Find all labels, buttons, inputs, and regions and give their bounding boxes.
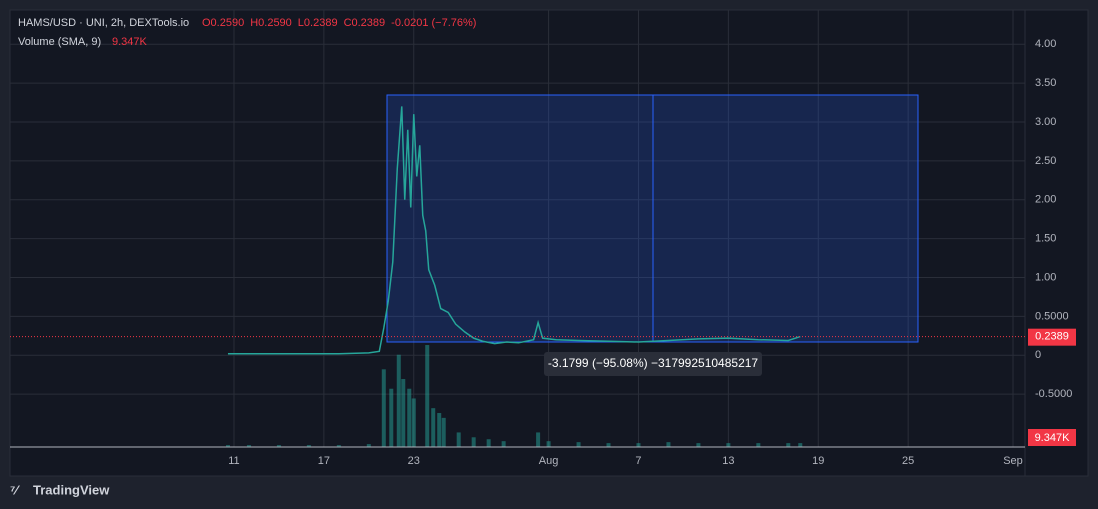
x-tick-label: 19 <box>812 455 824 467</box>
ohlc-value: -0.0201 (−7.76%) <box>391 17 476 29</box>
volume-bar <box>636 443 641 447</box>
y-tick-label: 1.00 <box>1035 271 1056 283</box>
volume-bar <box>381 369 386 447</box>
volume-bar <box>726 443 731 447</box>
volume-bar <box>501 441 506 447</box>
volume-bar <box>366 444 371 447</box>
y-tick-label: 0 <box>1035 349 1041 361</box>
volume-bar <box>666 442 671 447</box>
ohlc-value: C0.2389 <box>344 17 386 29</box>
ohlc-value: O0.2590 <box>202 17 244 29</box>
volume-bar <box>431 408 436 447</box>
volume-bar <box>437 413 442 447</box>
volume-bar <box>389 388 394 447</box>
x-tick-label: 13 <box>722 455 734 467</box>
last-price-badge <box>1028 328 1076 346</box>
brand: TradingView <box>33 482 110 497</box>
x-tick-label: 23 <box>408 455 420 467</box>
volume-bar <box>336 445 341 447</box>
volume-bar <box>396 354 401 447</box>
x-tick-label: 11 <box>228 455 239 467</box>
volume-value: 9.347K <box>112 36 148 48</box>
y-tick-label: 0.5000 <box>1035 310 1069 322</box>
volume-bar <box>756 443 761 447</box>
volume-bar <box>225 445 230 447</box>
y-tick-label: -0.5000 <box>1035 388 1072 400</box>
volume-title: Volume (SMA, 9) <box>18 36 101 48</box>
y-tick-label: 1.50 <box>1035 233 1056 245</box>
volume-bar <box>798 443 803 447</box>
volume-bar <box>576 442 581 447</box>
y-tick-label: 3.00 <box>1035 116 1056 128</box>
volume-bar <box>456 432 461 447</box>
volume-bar <box>696 443 701 447</box>
volume-badge <box>1028 429 1076 446</box>
measure-label: -3.1799 (−95.08%) −317992510485217 <box>548 356 759 370</box>
volume-bar <box>306 445 311 447</box>
volume-bar <box>246 445 251 447</box>
y-tick-label: 2.00 <box>1035 194 1056 206</box>
x-tick-label: 25 <box>902 455 914 467</box>
volume-bar <box>536 432 541 447</box>
y-tick-label: 3.50 <box>1035 77 1056 89</box>
x-tick-label: Aug <box>539 455 559 467</box>
volume-bar <box>486 439 491 447</box>
x-tick-label: 7 <box>635 455 641 467</box>
volume-bar <box>411 398 416 447</box>
brand-logo: ⁷⁄ <box>10 482 20 497</box>
symbol: HAMS/USD · UNI, 2h, DEXTools.io <box>18 17 189 29</box>
volume-bar <box>425 345 430 447</box>
volume-bar <box>441 417 446 447</box>
y-tick-label: 4.00 <box>1035 38 1056 50</box>
x-tick-label: 17 <box>318 455 330 467</box>
volume-bar <box>471 437 476 447</box>
volume-badge-label: 9.347K <box>1035 432 1071 444</box>
volume-bar <box>606 443 611 447</box>
x-tick-label: Sep <box>1003 455 1023 467</box>
y-tick-label: 2.50 <box>1035 155 1056 167</box>
ohlc-value: H0.2590 <box>250 17 292 29</box>
volume-bar <box>276 445 281 447</box>
measure-label-box <box>544 352 762 376</box>
volume-bar <box>401 379 406 447</box>
volume-bar <box>786 443 791 447</box>
last-price-label: 0.2389 <box>1035 331 1069 343</box>
volume-bar <box>546 441 551 447</box>
ohlc-value: L0.2389 <box>298 17 338 29</box>
price-line <box>227 106 801 355</box>
volume-bar <box>407 388 412 447</box>
